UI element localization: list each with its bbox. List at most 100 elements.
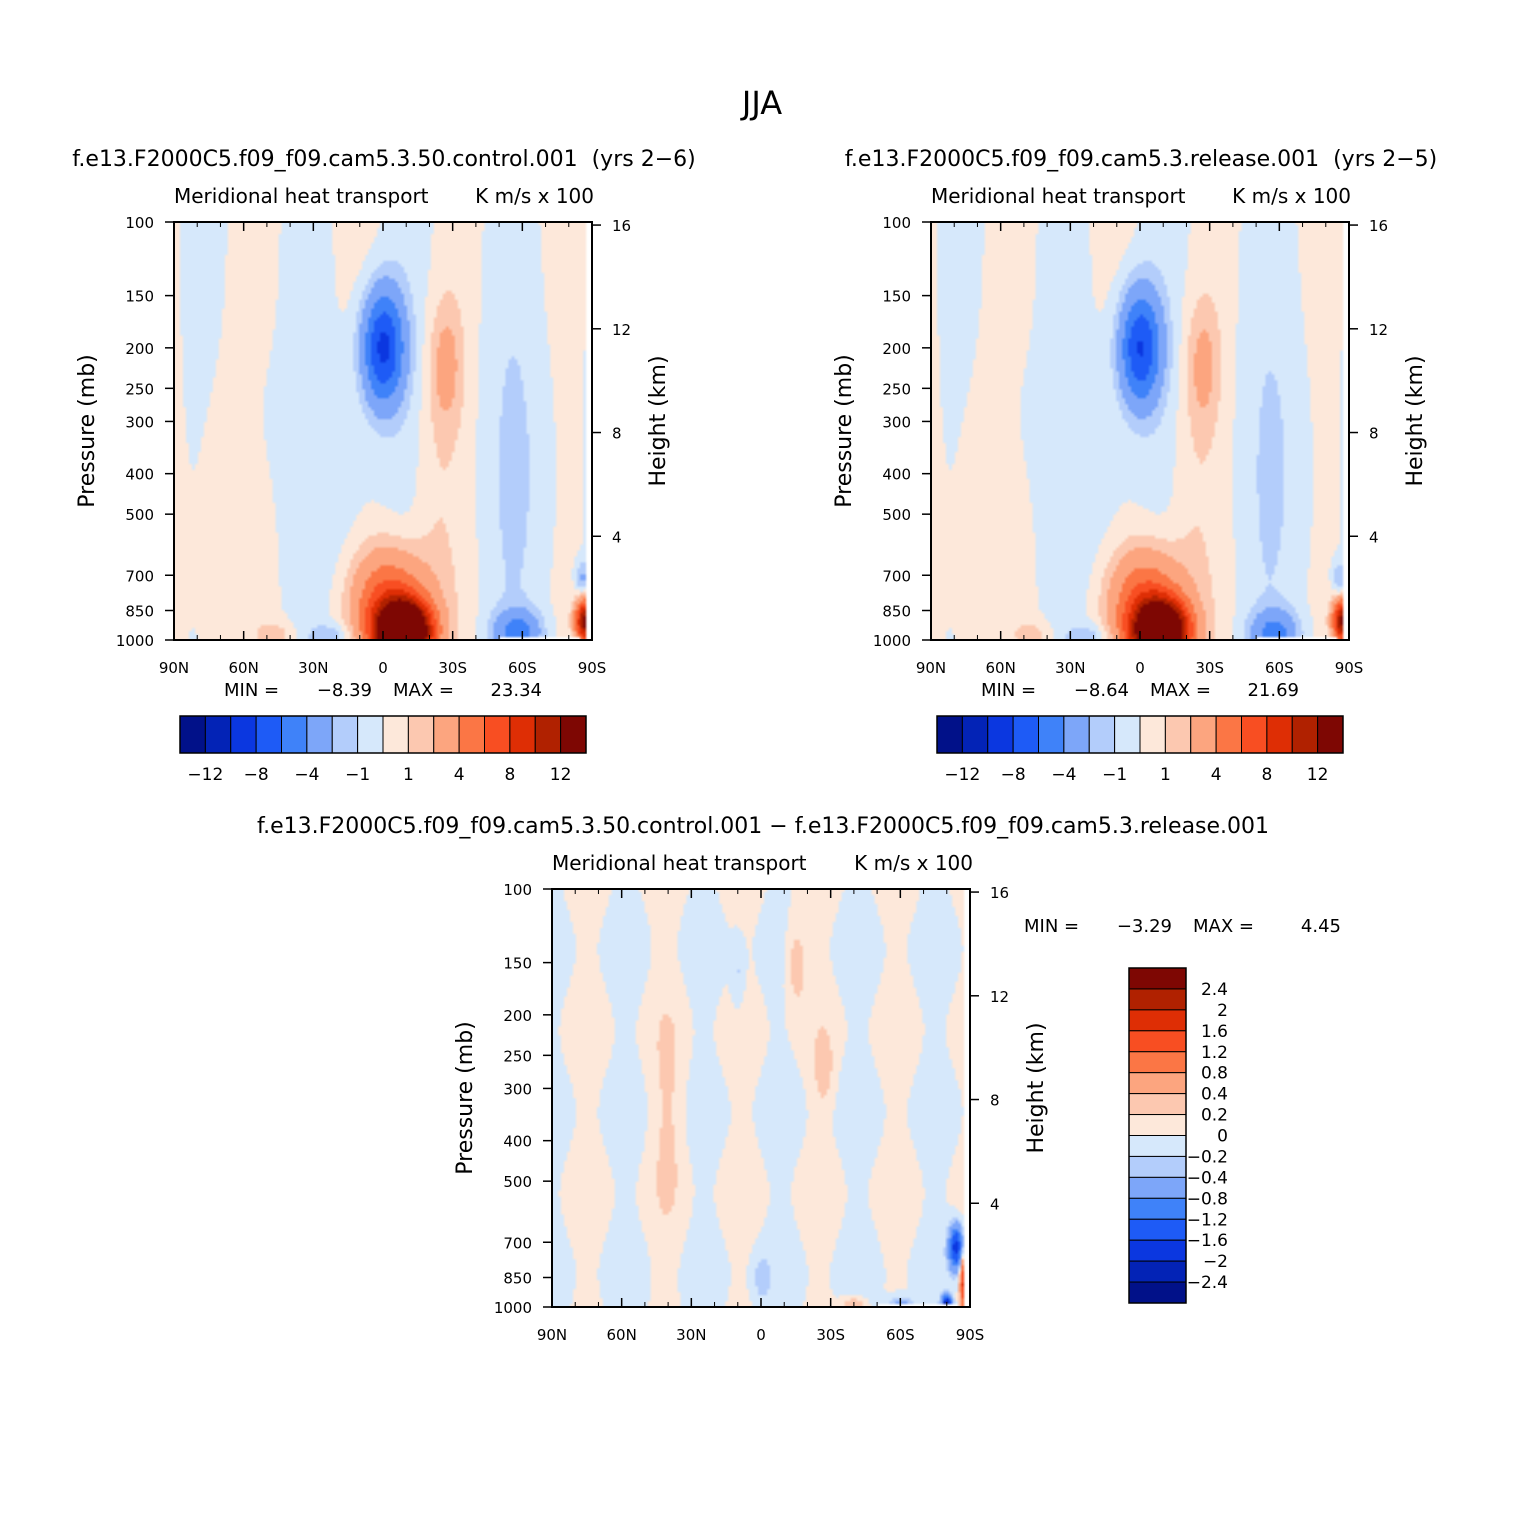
colorbar-swatch (1190, 715, 1217, 754)
height-tick-label: 8 (990, 1092, 1000, 1110)
colorbar-swatch (204, 715, 232, 754)
x-tick-label: 60N (607, 1326, 637, 1344)
contour-field (552, 889, 970, 1307)
colorbar-label: 0.8 (1201, 1064, 1228, 1084)
colorbar-label: −1 (345, 765, 370, 785)
colorbar-label: 0 (1217, 1127, 1228, 1147)
colorbar-swatch (179, 715, 206, 754)
panel-difference-variable: Meridional heat transport (552, 851, 807, 875)
y-tick-label: 500 (503, 1173, 532, 1191)
colorbar-swatch (1128, 1176, 1187, 1199)
colorbar-swatch (1128, 1072, 1187, 1095)
panel-control-min-label: MIN = (224, 680, 279, 701)
colorbar-label: 0.4 (1201, 1085, 1228, 1105)
y-tick-label: 150 (882, 288, 911, 306)
panel-control-case-title: f.e13.F2000C5.f09_f09.cam5.3.50.control.… (72, 147, 695, 172)
x-tick-label: 30N (676, 1326, 706, 1344)
y-tick-label: 200 (503, 1007, 532, 1025)
y-axis-right-title: Height (km) (646, 355, 671, 486)
panel-difference-colorbar: 2.421.61.20.80.40.20−0.2−0.4−0.8−1.2−1.6… (1128, 967, 1228, 1304)
colorbar-label: −0.2 (1187, 1147, 1228, 1167)
x-tick-label: 60N (986, 659, 1016, 677)
y-tick-label: 700 (125, 567, 154, 585)
height-tick-label: 12 (990, 988, 1009, 1006)
y-axis-title: Pressure (mb) (832, 354, 857, 508)
x-tick-label: 60S (1265, 659, 1294, 677)
panel-release: f.e13.F2000C5.f09_f09.cam5.3.release.001… (832, 147, 1437, 785)
colorbar-label: −1.6 (1187, 1231, 1228, 1251)
y-tick-label: 100 (125, 214, 154, 232)
colorbar-label: −4 (1051, 765, 1076, 785)
colorbar-swatch (458, 715, 485, 754)
colorbar-swatch (1012, 715, 1039, 754)
colorbar-swatch (331, 715, 359, 754)
y-tick-label: 300 (503, 1080, 532, 1098)
x-tick-label: 90S (578, 659, 607, 677)
height-tick-label: 12 (612, 321, 631, 339)
colorbar-swatch (987, 715, 1014, 754)
colorbar-swatch (1128, 1260, 1187, 1283)
colorbar-label: 1.6 (1201, 1022, 1228, 1042)
colorbar-swatch (1317, 715, 1344, 754)
y-tick-label: 700 (503, 1234, 532, 1252)
colorbar-swatch (1128, 967, 1187, 990)
y-tick-label: 500 (882, 506, 911, 524)
y-tick-label: 700 (882, 567, 911, 585)
colorbar-label: 1.2 (1201, 1043, 1228, 1063)
colorbar-swatch (1128, 1030, 1187, 1053)
colorbar-swatch (1139, 715, 1166, 754)
colorbar-swatch (1038, 715, 1065, 754)
panel-control-max-label: MAX = (393, 680, 454, 701)
colorbar-swatch (1266, 715, 1293, 754)
panel-difference-title: f.e13.F2000C5.f09_f09.cam5.3.50.control.… (257, 814, 1269, 839)
height-tick-label: 8 (612, 425, 622, 443)
colorbar-label: −8 (244, 765, 269, 785)
x-tick-label: 90S (1335, 659, 1364, 677)
colorbar-swatch (484, 715, 511, 754)
x-tick-label: 30N (298, 659, 328, 677)
x-tick-label: 30S (438, 659, 467, 677)
x-tick-label: 90N (916, 659, 946, 677)
colorbar-label: 2.4 (1201, 980, 1228, 1000)
colorbar-swatch (1128, 1009, 1187, 1032)
colorbar-label: 4 (1211, 765, 1222, 785)
colorbar-swatch (230, 715, 257, 754)
y-tick-label: 850 (503, 1269, 532, 1287)
colorbar-label: −12 (187, 765, 223, 785)
panel-release-colorbar: −12 −8 −4 −1 1 4 8 12 (936, 715, 1344, 785)
y-tick-label: 300 (882, 413, 911, 431)
y-tick-label: 100 (882, 214, 911, 232)
colorbar-frame (1128, 967, 1187, 1304)
colorbar-label: 12 (550, 765, 572, 785)
colorbar-swatch (1128, 1197, 1187, 1220)
colorbar-swatch (560, 715, 587, 754)
colorbar-swatch (1088, 715, 1116, 754)
height-tick-label: 16 (1369, 217, 1388, 235)
y-tick-label: 500 (125, 506, 154, 524)
y-tick-label: 100 (503, 881, 532, 899)
colorbar-label: −8 (1001, 765, 1026, 785)
colorbar-label: 1 (1160, 765, 1171, 785)
x-tick-label: 90N (537, 1326, 567, 1344)
x-tick-label: 90S (956, 1326, 985, 1344)
panel-release-plot: 90N 60N 30N 0 30S 60S 90S 100 150 200 250 300 400 500… (832, 214, 1428, 677)
y-tick-label: 250 (503, 1047, 532, 1065)
y-tick-label: 850 (125, 602, 154, 620)
contour-field (931, 222, 1349, 640)
y-tick-label: 1000 (873, 632, 911, 650)
colorbar-swatch (936, 715, 963, 754)
panel-difference-max-value: 4.45 (1301, 916, 1341, 937)
colorbar-swatch (382, 715, 409, 754)
colorbar-swatch (306, 715, 333, 754)
colorbar-label: −4 (294, 765, 319, 785)
colorbar-label: −0.4 (1187, 1168, 1228, 1188)
colorbar-swatch (1164, 715, 1192, 754)
contour-field (174, 222, 592, 640)
colorbar-label: −2 (1203, 1252, 1228, 1272)
colorbar-swatch (1215, 715, 1242, 754)
y-tick-label: 400 (882, 466, 911, 484)
x-tick-label: 60S (886, 1326, 915, 1344)
colorbar-swatch (1128, 988, 1187, 1011)
colorbar-label: −1 (1102, 765, 1127, 785)
colorbar-label: 1 (403, 765, 414, 785)
